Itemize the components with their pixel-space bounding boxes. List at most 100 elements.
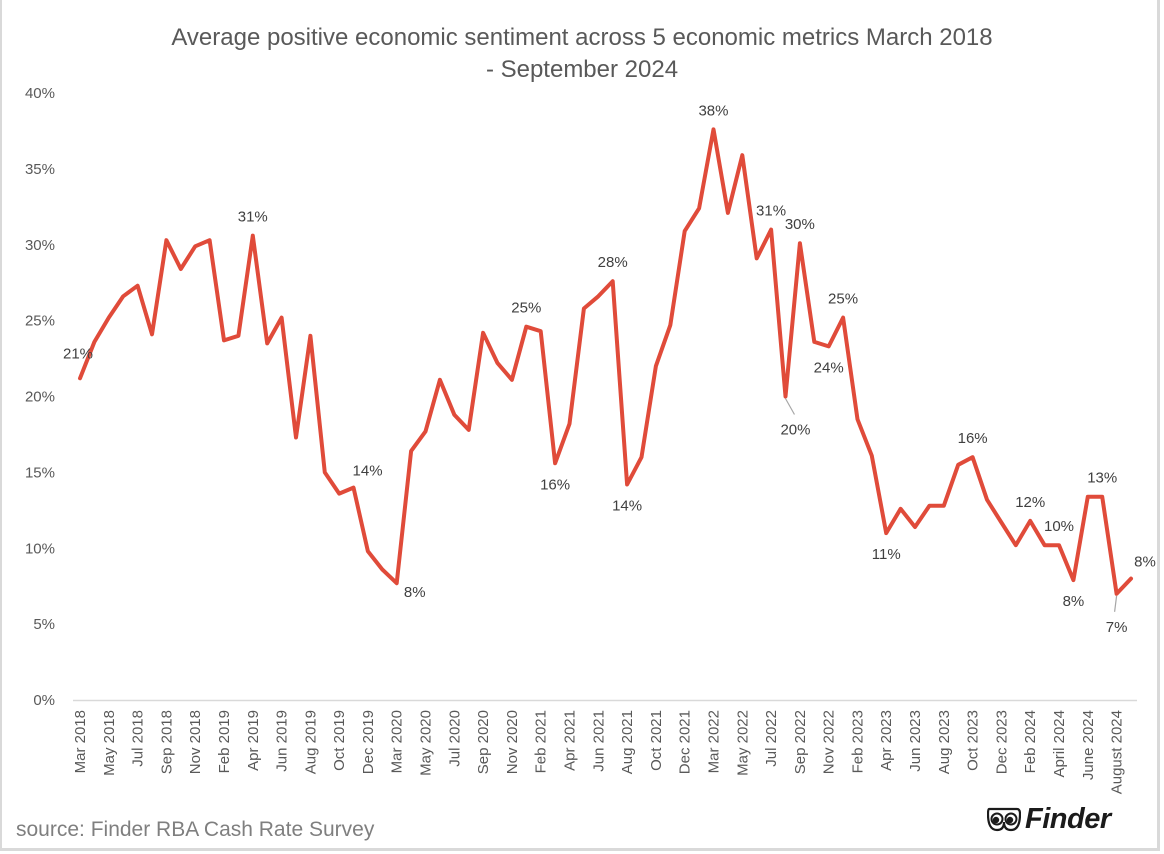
x-tick-label: Sep 2022: [792, 710, 809, 774]
data-point: [855, 417, 859, 421]
x-tick-label: Oct 2021: [648, 710, 665, 771]
data-point: [654, 364, 658, 368]
chart-title: Average positive economic sentiment acro…: [0, 22, 1164, 86]
data-point: [942, 504, 946, 508]
y-tick-label: 20%: [25, 389, 55, 406]
y-axis: 0% 5% 10% 15% 20% 25% 30% 35% 40%: [25, 85, 55, 709]
data-point: [726, 211, 730, 215]
data-point: [136, 284, 140, 288]
x-tick-label: August 2024: [1109, 710, 1126, 794]
data-point: [1100, 495, 1104, 499]
data-point: [1014, 543, 1018, 547]
x-tick-label: Mar 2020: [389, 710, 406, 773]
x-tick-label: Apr 2023: [878, 710, 895, 771]
x-tick-label: Feb 2019: [216, 710, 233, 773]
data-point: [798, 241, 802, 245]
data-point: [524, 325, 528, 329]
data-point: [481, 331, 485, 335]
data-label: 38%: [698, 102, 728, 119]
data-point: [222, 338, 226, 342]
x-tick-label: Jun 2021: [590, 710, 607, 772]
data-label: 16%: [958, 430, 988, 447]
data-point: [913, 525, 917, 529]
data-point: [409, 449, 413, 453]
data-point: [899, 507, 903, 511]
data-point: [956, 463, 960, 467]
x-tick-label: Dec 2019: [360, 710, 377, 774]
x-tick-label: Dec 2023: [993, 710, 1010, 774]
y-tick-label: 40%: [25, 85, 55, 102]
x-tick-label: Jul 2020: [446, 710, 463, 767]
x-tick-label: Jul 2018: [130, 710, 147, 767]
data-label-leader: [1114, 595, 1118, 612]
data-point: [424, 429, 428, 433]
data-point: [337, 492, 341, 496]
data-label: 8%: [404, 584, 426, 601]
data-point: [611, 279, 615, 283]
data-point: [985, 498, 989, 502]
data-labels: 21% 31% 14% 8% 25% 16% 28% 14% 38% 31% 20% 30% 24% 25…: [63, 102, 1156, 635]
data-label: 14%: [612, 498, 642, 515]
data-label-leader: [784, 398, 795, 415]
data-point: [352, 486, 356, 490]
data-point: [1043, 543, 1047, 547]
data-point: [553, 461, 557, 465]
data-point: [625, 483, 629, 487]
y-tick-label: 10%: [25, 540, 55, 557]
x-tick-label: April 2024: [1051, 710, 1068, 778]
data-point: [1028, 519, 1032, 523]
data-label: 31%: [238, 209, 268, 226]
x-tick-label: Feb 2021: [533, 710, 550, 773]
data-point: [179, 267, 183, 271]
chart-title-line-1: Average positive economic sentiment acro…: [171, 24, 993, 51]
data-label: 10%: [1044, 518, 1074, 535]
data-point: [841, 316, 845, 320]
x-tick-label: Sep 2018: [158, 710, 175, 774]
data-point: [452, 413, 456, 417]
data-point: [438, 378, 442, 382]
data-label: 8%: [1134, 554, 1156, 571]
chart-title-line-2: - September 2024: [485, 56, 679, 83]
data-point: [769, 228, 773, 232]
data-point: [1071, 578, 1075, 582]
x-axis: Mar 2018 May 2018 Jul 2018 Sep 2018 Nov 2018…: [72, 699, 1137, 794]
data-point: [827, 344, 831, 348]
x-tick-label: May 2018: [101, 710, 118, 776]
data-label: 31%: [756, 203, 786, 220]
series-line: [78, 127, 1133, 596]
data-point: [740, 153, 744, 157]
x-tick-label: Nov 2018: [187, 710, 204, 774]
data-point: [467, 428, 471, 432]
data-label: 11%: [872, 546, 901, 563]
data-point: [1086, 495, 1090, 499]
x-tick-label: Apr 2021: [562, 710, 579, 771]
data-point: [150, 332, 154, 336]
x-tick-label: Feb 2024: [1022, 710, 1039, 773]
x-tick-label: Oct 2019: [331, 710, 348, 771]
finder-eyes-icon: [987, 807, 1021, 832]
data-point: [121, 294, 125, 298]
data-point: [812, 340, 816, 344]
data-point: [308, 334, 312, 338]
data-label: 20%: [780, 422, 810, 439]
finder-logo-text: Finder: [1025, 802, 1111, 835]
data-point: [265, 341, 269, 345]
data-label: 21%: [63, 345, 93, 362]
data-label: 13%: [1087, 470, 1117, 487]
x-tick-label: May 2022: [734, 710, 751, 776]
data-label: 12%: [1015, 494, 1045, 511]
data-label: 28%: [598, 254, 628, 271]
x-tick-label: June 2024: [1080, 710, 1097, 780]
x-tick-label: Aug 2019: [302, 710, 319, 774]
x-tick-label: Dec 2021: [677, 710, 694, 774]
data-point: [510, 378, 514, 382]
data-point: [697, 206, 701, 210]
data-point: [999, 520, 1003, 524]
data-point: [711, 127, 715, 131]
data-point: [251, 234, 255, 238]
series: [78, 127, 1133, 596]
finder-logo: Finder: [987, 802, 1111, 835]
data-label: 8%: [1063, 593, 1085, 610]
y-tick-label: 0%: [33, 692, 55, 709]
data-point: [164, 238, 168, 242]
